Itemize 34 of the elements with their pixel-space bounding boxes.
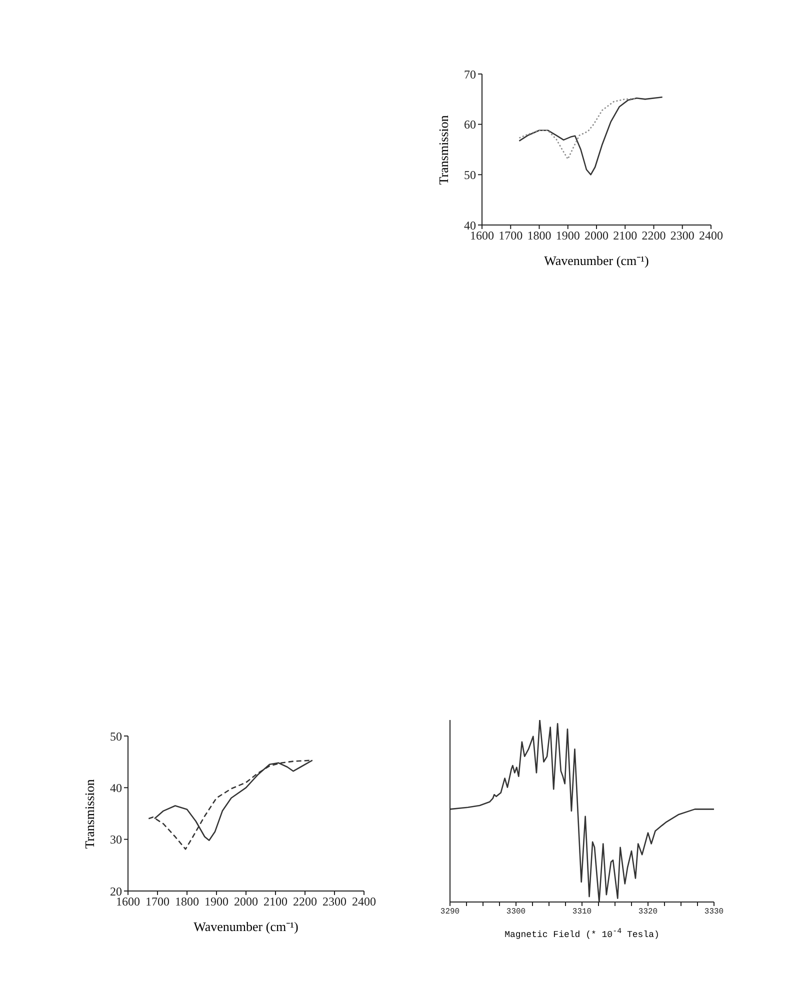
x-axis-title: Magnetic Field (* 10$^{-4}$ Tesla) (504, 928, 660, 940)
x-axis-title: Wavenumber (cm⁻¹) (192, 918, 300, 935)
x-tick-label: 2300 (322, 894, 346, 909)
x-tick-label: 3300 (506, 908, 526, 917)
y-tick-label: 40 (110, 780, 122, 795)
x-tick-label: 2000 (584, 228, 608, 243)
x-tick-label: 2300 (670, 228, 694, 243)
line-series (518, 96, 663, 176)
x-axis-title: Wavenumber (cm⁻¹) (543, 252, 650, 269)
x-tick-label: 2400 (699, 228, 723, 243)
x-tick-label: 1800 (175, 894, 199, 909)
x-tick-label: 2000 (234, 894, 258, 909)
x-tick-label: 1900 (204, 894, 228, 909)
y-tick-label: 50 (464, 168, 476, 182)
x-tick-label: 1700 (498, 228, 523, 243)
y-axis-title: Transmission (82, 778, 98, 848)
x-tick-label: 2400 (352, 894, 376, 909)
y-tick-label: 50 (110, 729, 122, 744)
x-tick-label: 2200 (293, 894, 317, 909)
x-tick-label: 3290 (440, 908, 460, 917)
x-tick-label: 1700 (146, 894, 170, 909)
y-tick-label: 70 (464, 67, 476, 82)
x-tick-label: 3310 (572, 908, 592, 917)
x-tick-label: 1800 (527, 228, 552, 243)
x-tick-label: 2100 (264, 894, 288, 909)
y-axis-title: Transmission (436, 114, 452, 184)
x-tick-label: 3320 (638, 908, 658, 917)
line-series (518, 98, 638, 160)
x-tick-label: 3330 (704, 908, 724, 917)
y-tick-label: 60 (464, 118, 476, 132)
y-tick-label: 30 (110, 832, 122, 847)
x-tick-label: 1900 (556, 228, 580, 243)
x-tick-label: 2200 (642, 228, 666, 243)
x-tick-label: 2100 (613, 228, 638, 243)
